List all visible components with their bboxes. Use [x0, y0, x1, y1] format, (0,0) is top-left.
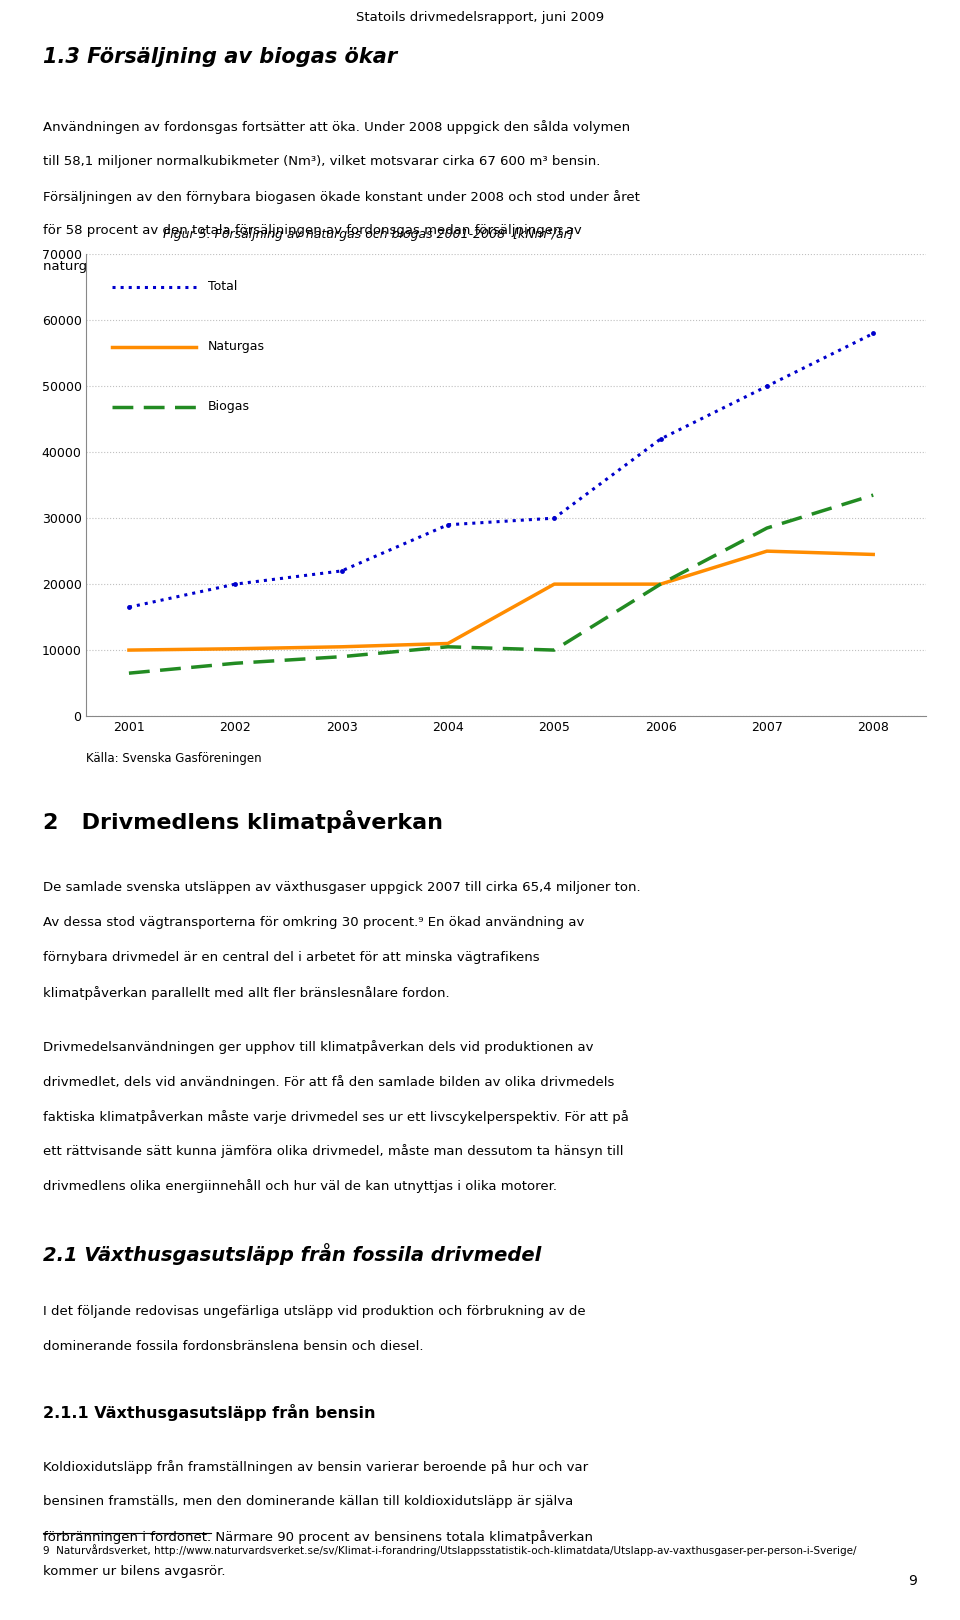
- Text: Källa: Svenska Gasföreningen: Källa: Svenska Gasföreningen: [86, 752, 262, 765]
- Text: 9: 9: [908, 1573, 917, 1588]
- Text: 2.1 Växthusgasutsläpp från fossila drivmedel: 2.1 Växthusgasutsläpp från fossila drivm…: [43, 1244, 541, 1265]
- Text: dominerande fossila fordonsbränslena bensin och diesel.: dominerande fossila fordonsbränslena ben…: [43, 1340, 423, 1353]
- Text: Total: Total: [208, 280, 237, 293]
- Text: Försäljningen av den förnybara biogasen ökade konstant under 2008 och stod under: Försäljningen av den förnybara biogasen …: [43, 190, 640, 204]
- Text: De samlade svenska utsläppen av växthusgaser uppgick 2007 till cirka 65,4 miljon: De samlade svenska utsläppen av växthusg…: [43, 881, 641, 894]
- Text: Naturgas: Naturgas: [208, 340, 265, 353]
- Text: bensinen framställs, men den dominerande källan till koldioxidutsläpp är själva: bensinen framställs, men den dominerande…: [43, 1495, 573, 1508]
- Text: klimatpåverkan parallellt med allt fler bränslesnålare fordon.: klimatpåverkan parallellt med allt fler …: [43, 985, 450, 1000]
- Text: drivmedlet, dels vid användningen. För att få den samlade bilden av olika drivme: drivmedlet, dels vid användningen. För a…: [43, 1076, 614, 1089]
- Text: 2   Drivmedlens klimatpåverkan: 2 Drivmedlens klimatpåverkan: [43, 810, 444, 833]
- Text: förnybara drivmedel är en central del i arbetet för att minska vägtrafikens: förnybara drivmedel är en central del i …: [43, 951, 540, 964]
- Text: Användningen av fordonsgas fortsätter att öka. Under 2008 uppgick den sålda voly: Användningen av fordonsgas fortsätter at…: [43, 120, 631, 134]
- Text: drivmedlens olika energiinnehåll och hur väl de kan utnyttjas i olika motorer.: drivmedlens olika energiinnehåll och hur…: [43, 1179, 557, 1194]
- Text: Statoils drivmedelsrapport, juni 2009: Statoils drivmedelsrapport, juni 2009: [356, 10, 604, 24]
- Text: Biogas: Biogas: [208, 400, 251, 413]
- Text: I det följande redovisas ungefärliga utsläpp vid produktion och förbrukning av d: I det följande redovisas ungefärliga uts…: [43, 1306, 586, 1319]
- Text: förbränningen i fordonet. Närmare 90 procent av bensinens totala klimatpåverkan: förbränningen i fordonet. Närmare 90 pro…: [43, 1531, 593, 1544]
- Text: Koldioxidutsläpp från framställningen av bensin varierar beroende på hur och var: Koldioxidutsläpp från framställningen av…: [43, 1461, 588, 1474]
- Text: 2.1.1 Växthusgasutsläpp från bensin: 2.1.1 Växthusgasutsläpp från bensin: [43, 1405, 375, 1421]
- Text: Av dessa stod vägtransporterna för omkring 30 procent.⁹ En ökad användning av: Av dessa stod vägtransporterna för omkri…: [43, 917, 585, 930]
- Text: Drivmedelsanvändningen ger upphov till klimatpåverkan dels vid produktionen av: Drivmedelsanvändningen ger upphov till k…: [43, 1040, 593, 1055]
- Text: ett rättvisande sätt kunna jämföra olika drivmedel, måste man dessutom ta hänsyn: ett rättvisande sätt kunna jämföra olika…: [43, 1145, 624, 1158]
- Text: till 58,1 miljoner normalkubikmeter (Nm³), vilket motsvarar cirka 67 600 m³ bens: till 58,1 miljoner normalkubikmeter (Nm³…: [43, 154, 601, 168]
- Text: 1.3 Försäljning av biogas ökar: 1.3 Försäljning av biogas ökar: [43, 47, 397, 66]
- Text: för 58 procent av den totala försäljningen av fordonsgas medan försäljningen av: för 58 procent av den totala försäljning…: [43, 224, 582, 238]
- Text: 9  Naturvårdsverket, http://www.naturvardsverket.se/sv/Klimat-i-forandring/Utsla: 9 Naturvårdsverket, http://www.naturvard…: [43, 1544, 856, 1555]
- Text: naturgas minskade något, vilket framgår av figur 5.: naturgas minskade något, vilket framgår …: [43, 259, 388, 274]
- Text: kommer ur bilens avgasrör.: kommer ur bilens avgasrör.: [43, 1565, 226, 1578]
- Text: Figur 5. Försäljning av naturgas och biogas 2001-2008  [kNm³/år]: Figur 5. Försäljning av naturgas och bio…: [163, 227, 574, 241]
- Text: faktiska klimatpåverkan måste varje drivmedel ses ur ett livscykelperspektiv. Fö: faktiska klimatpåverkan måste varje driv…: [43, 1110, 629, 1124]
